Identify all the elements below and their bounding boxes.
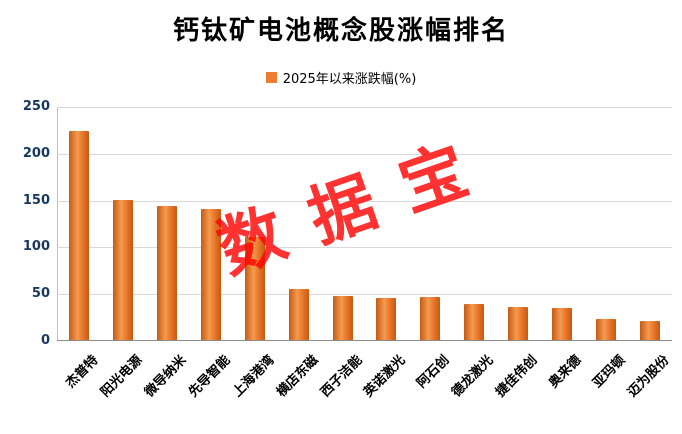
y-axis-line xyxy=(57,107,58,341)
bar-杰普特 xyxy=(68,131,89,340)
gridline-100 xyxy=(57,247,672,249)
x-tick-label-微导纳米: 微导纳米 xyxy=(141,352,190,401)
x-tick-label-奥来德: 奥来德 xyxy=(546,352,585,392)
x-tick-label-先导智能: 先导智能 xyxy=(185,352,234,401)
bar-上海港湾 xyxy=(244,237,265,340)
gridline-150 xyxy=(57,200,672,202)
gridline-50 xyxy=(57,294,672,296)
x-tick-label-德龙激光: 德龙激光 xyxy=(449,352,497,401)
bar-捷佳伟创 xyxy=(508,307,529,340)
bar-奥来德 xyxy=(552,308,573,340)
gridline-250 xyxy=(57,107,672,108)
bar-阿石创 xyxy=(420,296,441,340)
x-tick-label-西子洁能: 西子洁能 xyxy=(317,352,365,401)
x-tick-label-上海港湾: 上海港湾 xyxy=(229,352,278,401)
bar-德龙激光 xyxy=(464,304,485,340)
bar-西子洁能 xyxy=(332,296,353,340)
bar-微导纳米 xyxy=(156,206,177,340)
bar-英诺激光 xyxy=(376,297,397,340)
y-tick-label-100: 100 xyxy=(22,239,50,255)
bar-先导智能 xyxy=(200,208,221,340)
plot-area xyxy=(57,107,672,341)
y-tick-label-150: 150 xyxy=(22,192,50,208)
gridline-200 xyxy=(57,153,672,155)
y-tick-label-50: 50 xyxy=(31,286,50,302)
y-tick-label-200: 200 xyxy=(22,145,50,161)
y-tick-label-250: 250 xyxy=(22,99,50,114)
x-axis-line xyxy=(57,340,672,341)
y-tick-label-0: 0 xyxy=(40,333,50,348)
legend-label: 2025年以来涨跌幅(%) xyxy=(282,72,417,87)
x-tick-label-横店东磁: 横店东磁 xyxy=(273,352,322,401)
x-tick-label-阳光电源: 阳光电源 xyxy=(97,352,146,401)
chart-title: 钙钛矿电池概念股涨幅排名 xyxy=(172,16,509,46)
bar-横店东磁 xyxy=(288,288,309,340)
legend: 2025年以来涨跌幅(%) xyxy=(0,68,682,87)
x-tick-label-捷佳伟创: 捷佳伟创 xyxy=(493,352,541,401)
legend-swatch-icon xyxy=(265,72,277,83)
bar-迈为股份 xyxy=(640,321,661,340)
bar-亚玛顿 xyxy=(596,319,617,340)
x-tick-label-迈为股份: 迈为股份 xyxy=(625,352,673,401)
x-tick-label-英诺激光: 英诺激光 xyxy=(361,352,409,401)
bar-阳光电源 xyxy=(112,199,133,340)
